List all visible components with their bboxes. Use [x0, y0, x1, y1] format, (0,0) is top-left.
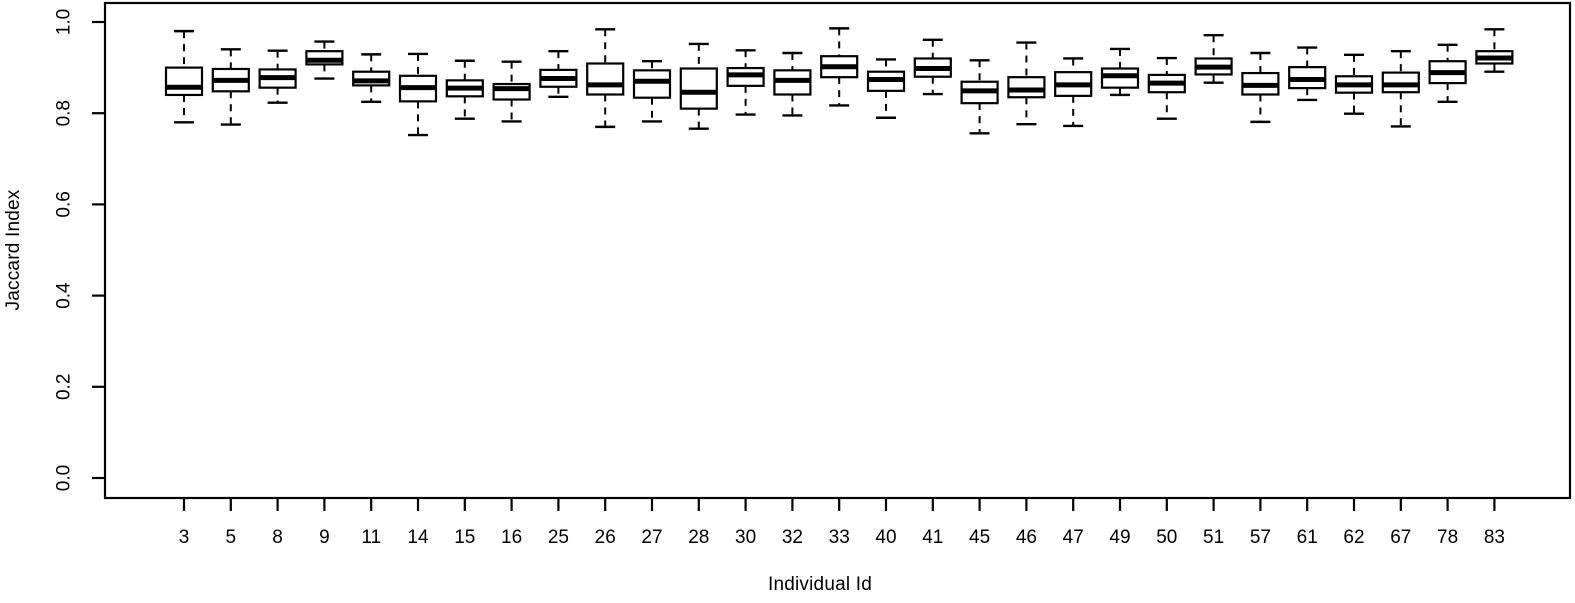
y-tick-label: 0.2	[54, 374, 75, 400]
x-tick-label: 40	[875, 527, 896, 548]
x-tick-label: 3	[179, 527, 190, 548]
x-tick-label: 27	[641, 527, 662, 548]
box-id-67	[1381, 71, 1420, 94]
box-id-28	[679, 67, 718, 110]
x-tick-label: 67	[1390, 527, 1411, 548]
x-tick-label: 51	[1203, 527, 1224, 548]
x-tick-label: 33	[829, 527, 850, 548]
x-tick-label: 83	[1484, 527, 1505, 548]
x-tick-label: 46	[1016, 527, 1037, 548]
x-tick-label: 11	[361, 527, 381, 548]
y-tick-label: 0.8	[54, 100, 75, 126]
y-tick-label: 0.6	[54, 191, 75, 217]
y-tick-label: 1.0	[54, 9, 75, 35]
x-axis-title: Individual Id	[767, 574, 873, 595]
x-tick-label: 49	[1109, 527, 1130, 548]
x-tick-label: 78	[1437, 527, 1458, 548]
x-tick-label: 14	[407, 527, 429, 548]
x-tick-label: 26	[595, 527, 616, 548]
plot-border	[103, 1, 1572, 500]
x-tick-label: 25	[548, 527, 569, 548]
x-tick-label: 15	[454, 527, 475, 548]
box-id-46	[1007, 76, 1046, 99]
box-id-27	[632, 69, 672, 99]
y-axis-title: Jaccard Index	[3, 189, 24, 311]
y-tick-label: 0.4	[54, 282, 75, 309]
x-tick-label: 41	[922, 527, 943, 548]
x-tick-label: 62	[1343, 527, 1364, 548]
x-tick-label: 8	[272, 527, 283, 548]
box-id-26	[586, 62, 625, 96]
x-tick-label: 5	[226, 527, 237, 548]
x-tick-label: 9	[319, 527, 330, 548]
x-tick-label: 57	[1250, 527, 1271, 548]
x-tick-label: 61	[1297, 527, 1318, 548]
x-tick-label: 45	[969, 527, 990, 548]
x-tick-label: 50	[1156, 527, 1177, 548]
y-tick-label: 0.0	[54, 465, 75, 491]
x-tick-label: 30	[735, 527, 756, 548]
x-tick-label: 47	[1063, 527, 1084, 548]
box-id-3	[164, 66, 204, 97]
x-tick-label: 28	[688, 527, 709, 548]
x-tick-label: 32	[782, 527, 803, 548]
x-tick-label: 16	[501, 527, 522, 548]
